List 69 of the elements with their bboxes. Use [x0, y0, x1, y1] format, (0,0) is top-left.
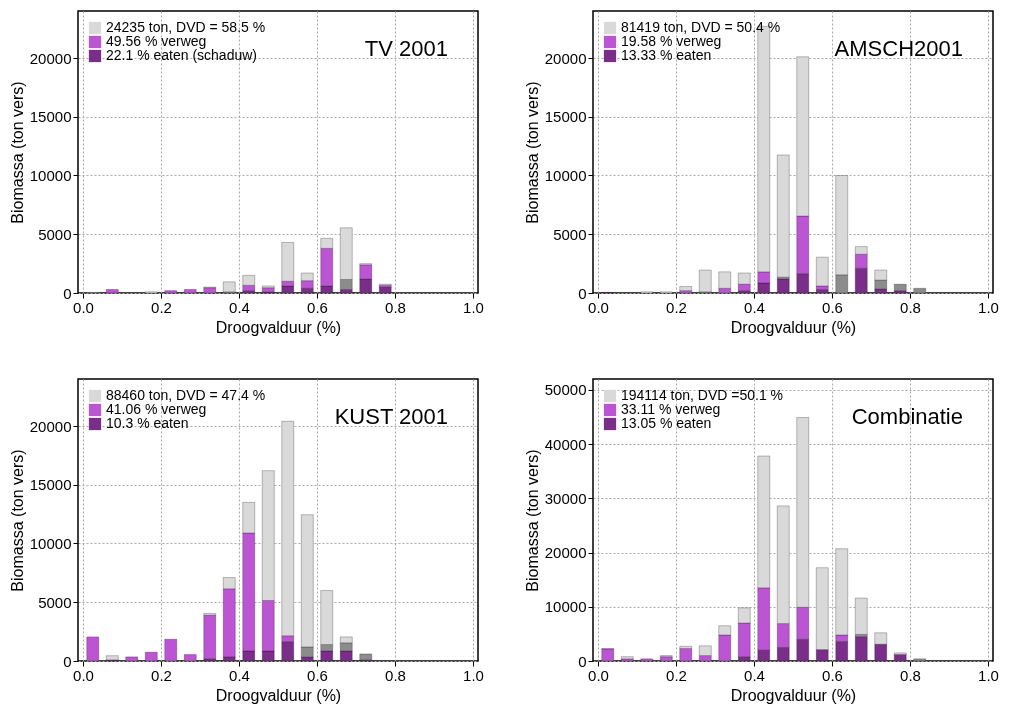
legend-label: 41.06 % verweg	[106, 401, 207, 417]
y-axis-title: Biomassa (ton vers)	[523, 449, 541, 592]
legend-label: 81419 ton, DVD = 50.4 %	[621, 19, 781, 35]
y-tick-label: 10000	[29, 167, 72, 184]
legend-label: 13.33 % eaten	[621, 47, 712, 63]
y-tick-label: 10000	[544, 598, 587, 616]
legend-label: 13.05 % eaten	[621, 415, 712, 431]
x-tick-label: 0.4	[229, 666, 250, 684]
x-tick-label: 0.6	[822, 298, 843, 316]
y-tick-label: 20000	[29, 417, 72, 435]
y-tick-label: 30000	[544, 489, 587, 507]
y-tick-label: 40000	[544, 435, 587, 453]
legend-label: 49.56 % verweg	[106, 33, 207, 49]
x-tick-label: 0.8	[385, 298, 406, 316]
y-axis-title: Biomassa (ton vers)	[8, 449, 26, 592]
y-tick-label: 0	[63, 284, 72, 302]
y-tick-label: 20000	[544, 49, 587, 67]
x-tick-label: 0.8	[900, 666, 921, 684]
x-tick-label: 0.4	[229, 298, 250, 316]
legend-label: 194114 ton, DVD =50.1 %	[621, 387, 784, 403]
y-tick-label: 5000	[38, 593, 72, 611]
legend-label: 88460 ton, DVD = 47.4 %	[106, 387, 266, 403]
x-tick-label: 1.0	[978, 666, 999, 684]
x-tick-label: 0.2	[666, 298, 687, 316]
x-tick-label: 0.2	[151, 666, 172, 684]
text: KUST 2001	[334, 404, 448, 429]
y-tick-label: 0	[63, 652, 72, 670]
legend-label: 24235 ton, DVD = 58.5 %	[106, 19, 266, 35]
x-tick-label: 0.0	[588, 666, 609, 684]
y-tick-label: 5000	[38, 225, 72, 243]
text: TV 2001	[364, 36, 448, 61]
x-tick-label: 1.0	[463, 298, 484, 316]
y-tick-label: 50000	[544, 381, 587, 399]
x-tick-label: 0.8	[385, 666, 406, 684]
y-axis-title: Biomassa (ton vers)	[523, 81, 541, 224]
y-tick-label: 5000	[553, 225, 587, 243]
legend-label: 22.1 % eaten (schaduw)	[106, 47, 257, 63]
legend-label: 10.3 % eaten	[106, 415, 189, 431]
y-tick-label: 15000	[29, 476, 72, 494]
text: AMSCH2001	[834, 36, 963, 61]
y-tick-label: 0	[578, 652, 587, 670]
x-tick-label: 0.8	[900, 298, 921, 316]
text: Combinatie	[851, 404, 963, 429]
legend-label: 33.11 % verweg	[621, 401, 721, 417]
x-axis-title: Droogvalduur (%)	[215, 318, 342, 336]
x-tick-label: 0.4	[744, 666, 765, 684]
y-tick-label: 0	[578, 284, 587, 302]
x-axis-title: Droogvalduur (%)	[215, 686, 342, 704]
y-tick-label: 10000	[544, 167, 587, 184]
x-tick-label: 1.0	[463, 666, 484, 684]
x-tick-label: 0.4	[744, 298, 765, 316]
x-tick-label: 0.2	[151, 298, 172, 316]
y-tick-label: 15000	[29, 108, 72, 126]
x-axis-title: Droogvalduur (%)	[730, 686, 857, 704]
y-tick-label: 15000	[544, 108, 587, 126]
y-tick-label: 20000	[29, 49, 72, 67]
y-axis-title: Biomassa (ton vers)	[8, 81, 26, 224]
y-tick-label: 20000	[544, 544, 587, 562]
x-tick-label: 0.6	[822, 666, 843, 684]
x-tick-label: 0.0	[73, 298, 94, 316]
x-axis-title: Droogvalduur (%)	[730, 318, 857, 336]
y-tick-label: 10000	[29, 535, 72, 552]
x-tick-label: 0.6	[307, 298, 328, 316]
legend-label: 19.58 % verweg	[621, 33, 722, 49]
x-tick-label: 1.0	[978, 298, 999, 316]
x-tick-label: 0.0	[73, 666, 94, 684]
x-tick-label: 0.6	[307, 666, 328, 684]
x-tick-label: 0.2	[666, 666, 687, 684]
x-tick-label: 0.0	[588, 298, 609, 316]
